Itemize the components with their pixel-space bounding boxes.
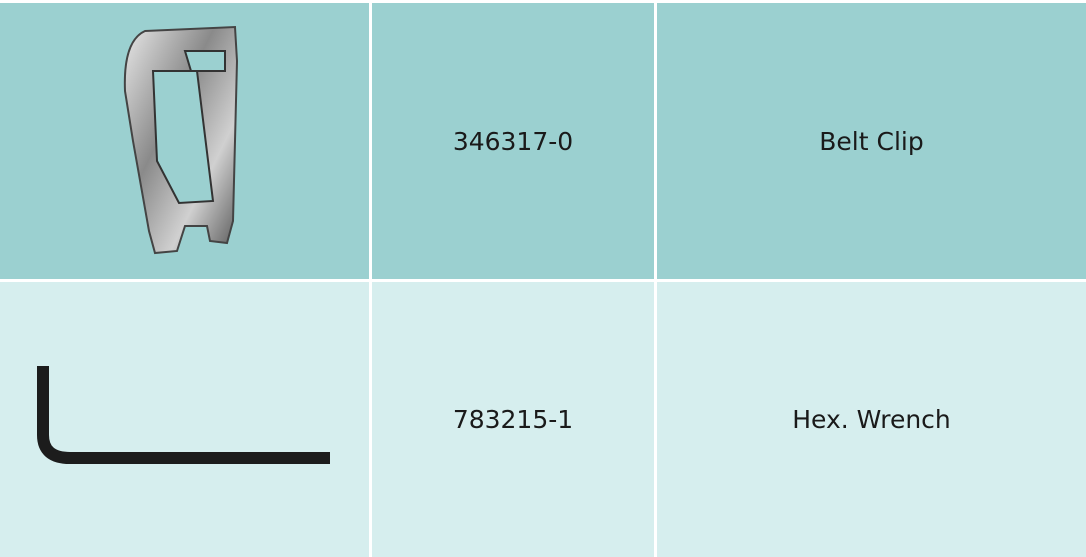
part-number: 346317-0 xyxy=(372,3,654,279)
page: {"table": {"rows": [ {"part_number": "34… xyxy=(0,0,1086,557)
image-cell xyxy=(0,282,369,557)
belt-clip-image xyxy=(115,21,255,261)
description: Belt Clip xyxy=(657,3,1086,279)
description: Hex. Wrench xyxy=(657,282,1086,557)
image-cell xyxy=(0,3,369,279)
part-number: 783215-1 xyxy=(372,282,654,557)
hex-wrench-image xyxy=(30,360,340,480)
